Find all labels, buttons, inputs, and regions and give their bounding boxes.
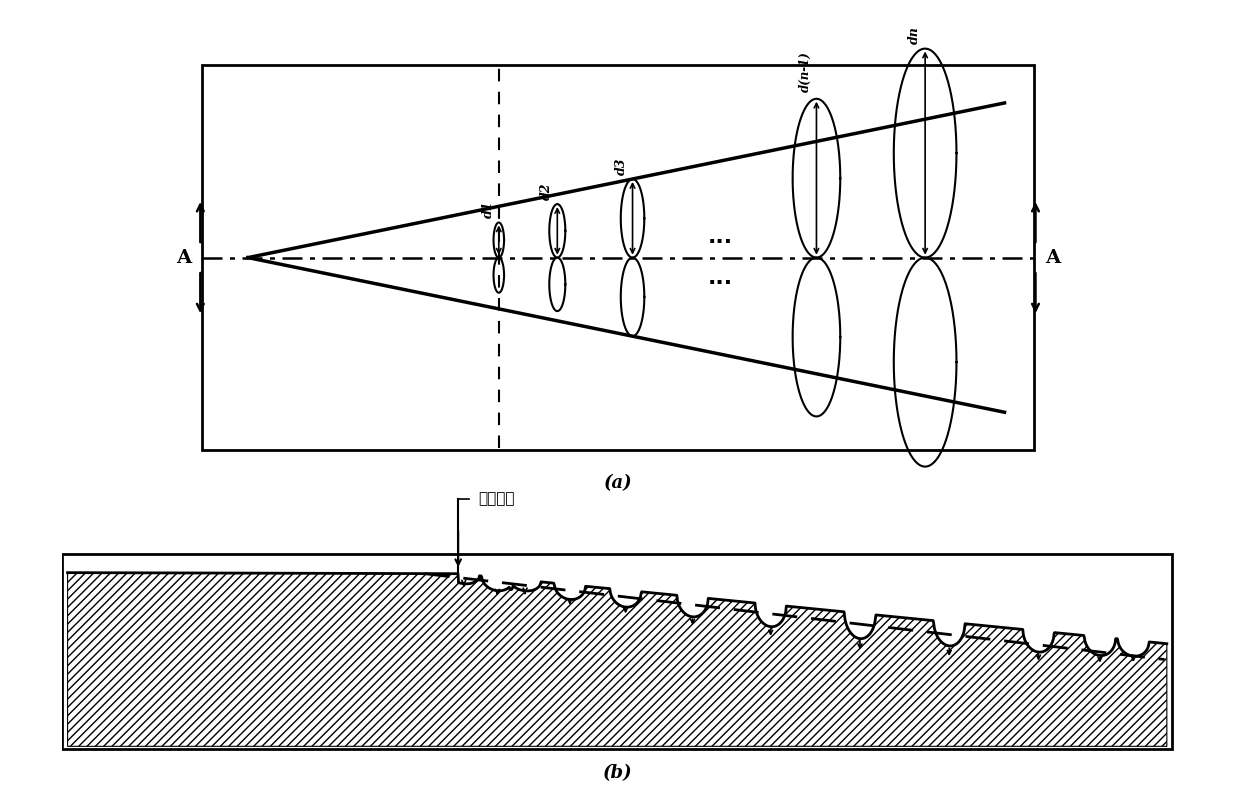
Bar — [202, 65, 1034, 450]
Bar — [62, 554, 1173, 749]
Text: d(n-1): d(n-1) — [799, 52, 812, 92]
Text: A: A — [1044, 249, 1060, 266]
Text: dn: dn — [908, 27, 921, 44]
Text: ...: ... — [708, 269, 733, 288]
Text: d1: d1 — [481, 200, 495, 218]
Text: d3: d3 — [615, 157, 629, 175]
Text: 临界深度: 临界深度 — [479, 491, 515, 506]
Text: d2: d2 — [539, 183, 553, 200]
Text: ...: ... — [708, 227, 733, 246]
Text: (b): (b) — [603, 764, 632, 782]
Text: A: A — [176, 249, 191, 266]
Text: (a): (a) — [604, 474, 632, 493]
Polygon shape — [67, 572, 1167, 746]
